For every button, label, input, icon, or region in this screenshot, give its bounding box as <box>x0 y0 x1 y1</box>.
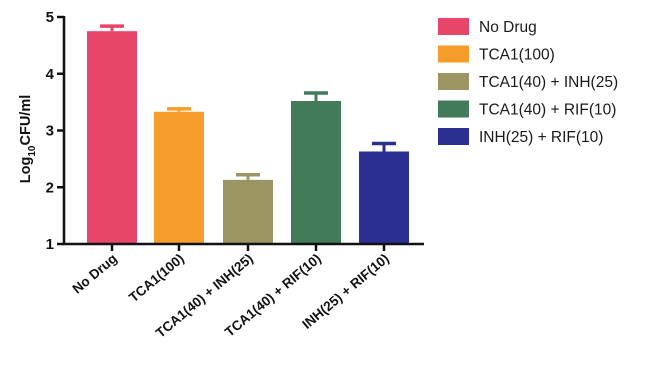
x-tick-label: TCA1(100) <box>126 251 187 305</box>
bars-group <box>87 24 409 245</box>
legend-entry: TCA1(40) + INH(25) <box>479 74 618 91</box>
y-axis-title-suffix: CFU/ml <box>18 95 34 146</box>
legend: No Drug TCA1(100) TCA1(40) + INH(25) TCA1(4… <box>438 18 618 146</box>
y-axis: 1 2 3 4 5 <box>46 9 66 253</box>
bar <box>359 151 409 244</box>
y-axis-title-subscript: 10 <box>27 145 38 157</box>
legend-swatch <box>438 73 469 90</box>
legend-swatch <box>438 18 469 35</box>
legend-swatch <box>438 45 469 63</box>
y-tick-label: 5 <box>46 9 54 26</box>
bar <box>223 179 273 244</box>
x-tick-label: No Drug <box>69 251 119 297</box>
y-tick-label: 2 <box>46 179 54 196</box>
svg-text:Log10CFU/ml: Log10CFU/ml <box>18 95 38 183</box>
legend-swatch <box>438 128 469 145</box>
legend-entry: INH(25) + RIF(10) <box>479 129 603 146</box>
y-axis-title-prefix: Log <box>18 157 34 184</box>
legend-entry: No Drug <box>479 19 537 36</box>
bar <box>291 100 341 245</box>
y-axis-title: Log10CFU/ml <box>18 95 38 183</box>
bar <box>87 31 137 244</box>
y-tick-label: 4 <box>46 66 55 83</box>
legend-entry: TCA1(40) + RIF(10) <box>479 102 616 119</box>
bar <box>154 111 204 245</box>
legend-entry: TCA1(100) <box>479 47 555 64</box>
y-tick-label: 1 <box>46 236 54 253</box>
legend-swatch <box>438 100 469 118</box>
y-tick-label: 3 <box>46 123 54 140</box>
x-axis: No Drug TCA1(100)TCA1(40) + INH(25)TCA1(4… <box>63 242 424 341</box>
